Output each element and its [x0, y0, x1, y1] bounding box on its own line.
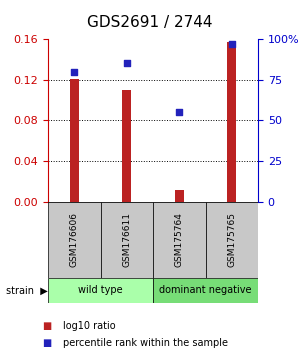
Point [177, 109, 182, 115]
Bar [227, 42, 236, 202]
Text: GSM176611: GSM176611 [122, 212, 131, 267]
Text: ■: ■ [42, 321, 51, 331]
Text: wild type: wild type [78, 285, 123, 295]
Bar [206, 202, 258, 278]
Bar [122, 90, 131, 202]
Text: log10 ratio: log10 ratio [63, 321, 116, 331]
Bar [100, 202, 153, 278]
Text: ■: ■ [42, 338, 51, 348]
Bar [153, 202, 206, 278]
Point [124, 61, 129, 66]
Text: GSM175764: GSM175764 [175, 212, 184, 267]
Text: GSM176606: GSM176606 [70, 212, 79, 267]
Text: GDS2691 / 2744: GDS2691 / 2744 [87, 15, 213, 30]
Point [72, 69, 77, 74]
Bar [70, 79, 79, 202]
Text: GSM175765: GSM175765 [227, 212, 236, 267]
Bar [48, 278, 153, 303]
Text: strain  ▶: strain ▶ [6, 285, 48, 295]
Text: dominant negative: dominant negative [159, 285, 252, 295]
Text: percentile rank within the sample: percentile rank within the sample [63, 338, 228, 348]
Bar [153, 278, 258, 303]
Bar [48, 202, 100, 278]
Point [230, 41, 234, 47]
Bar [175, 190, 184, 202]
